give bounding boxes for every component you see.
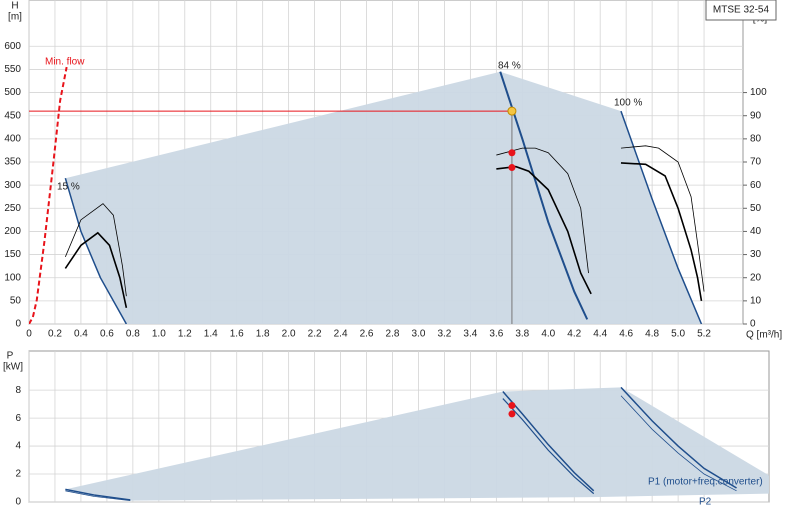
x-tick-label: 0.4 <box>74 329 88 340</box>
y-tick-label: 350 <box>4 157 21 168</box>
y2-tick-label: 0 <box>750 319 756 330</box>
y-tick-label: 200 <box>4 226 21 237</box>
curve <box>502 398 595 495</box>
curve <box>620 395 737 492</box>
y-tick-label: 2 <box>15 469 21 480</box>
y-tick-label: 500 <box>4 87 21 98</box>
curve <box>496 165 592 295</box>
x-tick-label: 2.2 <box>308 329 322 340</box>
y-tick-label: 50 <box>10 295 22 306</box>
curve <box>620 145 705 292</box>
y-tick-label: 250 <box>4 203 21 214</box>
marker <box>508 402 516 410</box>
x-tick-label: 3.6 <box>489 329 503 340</box>
x-tick-label: 5.0 <box>671 329 685 340</box>
curve <box>65 488 131 501</box>
duty-point <box>507 106 517 116</box>
x-label: Q [m³/h] <box>746 330 782 341</box>
x-tick-label: 1.4 <box>204 329 218 340</box>
x-tick-label: 4.6 <box>619 329 633 340</box>
y-tick-label: 550 <box>4 64 21 75</box>
y-tick-label: 600 <box>4 41 21 52</box>
legend-label: P1 (motor+freq.converter) <box>648 477 763 488</box>
x-tick-label: 4.0 <box>541 329 555 340</box>
x-tick-label: 4.4 <box>593 329 607 340</box>
annotation: Min. flow <box>45 57 85 68</box>
curve <box>620 110 703 324</box>
y2-tick-label: 60 <box>750 180 762 191</box>
y-tick-label: 450 <box>4 110 21 121</box>
head-chart: 0 0.2 0.4 0.6 0.8 1.0 1.2 1.4 1.6 1.8 2.0 2.2 2.4 2.6… <box>4 0 767 340</box>
annotation: 84 % <box>498 61 521 72</box>
curve <box>620 386 737 489</box>
x-tick-label: 0.6 <box>100 329 114 340</box>
y-label: H <box>11 1 18 12</box>
curve <box>29 66 68 324</box>
y2-tick-label: 100 <box>750 87 767 98</box>
y-tick-label: 6 <box>15 413 21 424</box>
plot <box>29 66 705 324</box>
y-tick-label: 300 <box>4 180 21 191</box>
x-tick-label: 1.6 <box>230 329 244 340</box>
operating-range <box>65 387 769 501</box>
x-tick-label: 2.4 <box>334 329 348 340</box>
y2-tick-label: 40 <box>750 226 762 237</box>
x-tick-label: 1.2 <box>178 329 192 340</box>
curve <box>64 231 128 308</box>
y-unit: [kW] <box>3 362 23 373</box>
y2-tick-label: 80 <box>750 133 762 144</box>
x-tick-label: 2.8 <box>386 329 400 340</box>
marker <box>508 410 516 418</box>
x-tick-label: 3.4 <box>463 329 477 340</box>
x-tick-label: 3.0 <box>412 329 426 340</box>
y2-tick-label: 30 <box>750 249 762 260</box>
x-tick-label: 0.8 <box>126 329 140 340</box>
curve <box>620 162 703 301</box>
y-tick-label: 0 <box>15 319 21 330</box>
x-tick-label: 5.2 <box>697 329 711 340</box>
x-tick-label: 3.2 <box>437 329 451 340</box>
y-tick-label: 8 <box>15 385 21 396</box>
y2-tick-label: 20 <box>750 272 762 283</box>
curve <box>64 203 127 297</box>
power-chart: 0 2 4 6 8 <box>15 351 769 508</box>
x-tick-label: 0.2 <box>48 329 62 340</box>
title-box <box>705 0 777 21</box>
curve <box>499 71 589 320</box>
curve <box>502 391 595 492</box>
x-tick-label: 1.0 <box>152 329 166 340</box>
y2-tick-label: 70 <box>750 157 762 168</box>
y-tick-label: 400 <box>4 133 21 144</box>
y2-tick-label: 50 <box>750 203 762 214</box>
plot <box>65 386 769 501</box>
x-tick-label: 2.6 <box>360 329 374 340</box>
y-unit: [m] <box>8 12 22 23</box>
x-tick-label: 4.2 <box>567 329 581 340</box>
marker <box>508 149 516 157</box>
y-tick-label: 100 <box>4 272 21 283</box>
legend-label: P2 <box>699 497 712 508</box>
x-tick-label: 0 <box>26 329 32 340</box>
annotation: 100 % <box>614 98 642 109</box>
y-tick-label: 150 <box>4 249 21 260</box>
annotation: 15 % <box>57 182 80 193</box>
y2-tick-label: 10 <box>750 295 762 306</box>
operating-range <box>65 71 702 324</box>
y-tick-label: 0 <box>15 497 21 508</box>
y-label: P <box>7 351 14 362</box>
y2-tick-label: 90 <box>750 110 762 121</box>
x-tick-label: 4.8 <box>645 329 659 340</box>
x-tick-label: 1.8 <box>256 329 270 340</box>
curve <box>65 490 131 501</box>
chart-title: MTSE 32-54 <box>713 5 770 16</box>
x-tick-label: 3.8 <box>515 329 529 340</box>
curve <box>496 147 589 274</box>
marker <box>508 164 516 172</box>
curve <box>64 177 128 324</box>
y-tick-label: 4 <box>15 441 21 452</box>
x-tick-label: 2.0 <box>282 329 296 340</box>
